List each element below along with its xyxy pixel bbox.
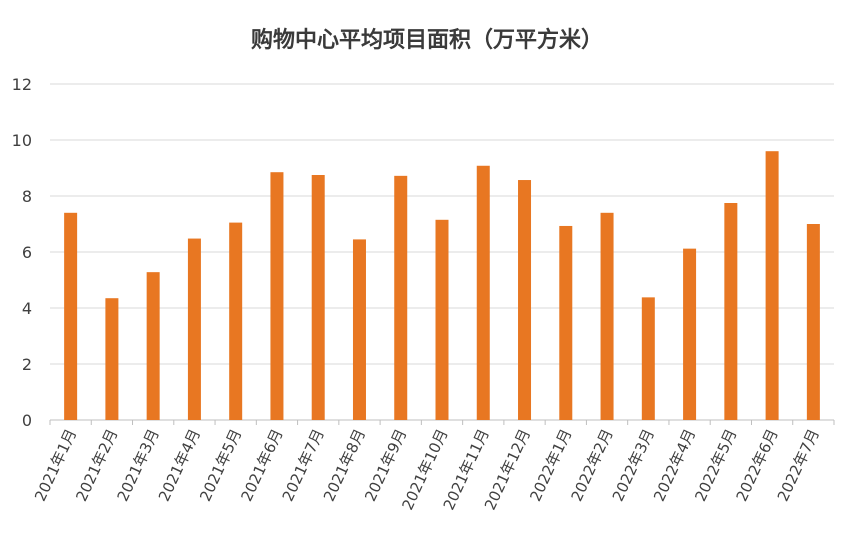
bar-6	[270, 172, 284, 420]
y-tick-label: 2	[22, 355, 32, 374]
bar-5	[229, 222, 243, 420]
x-tick-label: 2022年5月	[691, 426, 740, 504]
x-tick-label: 2022年6月	[733, 426, 782, 504]
x-tick-label: 2021年3月	[114, 426, 163, 504]
bar-18	[765, 151, 779, 420]
bar-9	[394, 175, 408, 420]
x-tick-label: 2021年4月	[155, 426, 204, 504]
x-tick-label: 2021年2月	[72, 426, 121, 504]
x-tick-label: 2021年6月	[237, 426, 286, 504]
x-axis-ticks: 2021年1月2021年2月2021年3月2021年4月2021年5月2021年…	[31, 420, 835, 513]
bar-8	[352, 239, 366, 420]
x-tick-label: 2021年5月	[196, 426, 245, 504]
bar-17	[724, 203, 738, 420]
y-tick-label: 8	[22, 187, 32, 206]
bar-19	[806, 224, 820, 420]
y-axis-ticks: 0 2 4 6 8 10 12	[12, 75, 32, 430]
y-tick-label: 10	[12, 131, 32, 150]
x-tick-label: 2021年7月	[279, 426, 328, 504]
bar-11	[476, 165, 490, 420]
bar-14	[600, 212, 614, 420]
x-tick-label: 2022年2月	[568, 426, 617, 504]
chart-title: 购物中心平均项目面积（万平方米）	[250, 28, 603, 53]
bar-3	[146, 272, 160, 420]
x-tick-label: 2022年4月	[650, 426, 699, 504]
x-tick-label: 2022年7月	[774, 426, 823, 504]
x-tick-label: 2022年1月	[526, 426, 575, 504]
y-tick-label: 0	[22, 411, 32, 430]
bar-7	[311, 175, 325, 420]
x-tick-label: 2021年8月	[320, 426, 369, 504]
bar-layer	[64, 151, 820, 420]
y-tick-label: 4	[22, 299, 32, 318]
y-tick-label: 6	[22, 243, 32, 262]
bar-13	[559, 225, 573, 420]
x-tick-label: 2021年1月	[31, 426, 80, 504]
bar-4	[187, 238, 201, 420]
bar-16	[683, 248, 697, 420]
bar-12	[518, 180, 532, 420]
x-tick-label: 2022年3月	[609, 426, 658, 504]
bar-10	[435, 219, 449, 420]
y-tick-label: 12	[12, 75, 32, 94]
bar-15	[641, 297, 655, 420]
x-tick-label: 2021年9月	[361, 426, 410, 504]
bar-2	[105, 298, 119, 420]
bar-1	[64, 212, 78, 420]
